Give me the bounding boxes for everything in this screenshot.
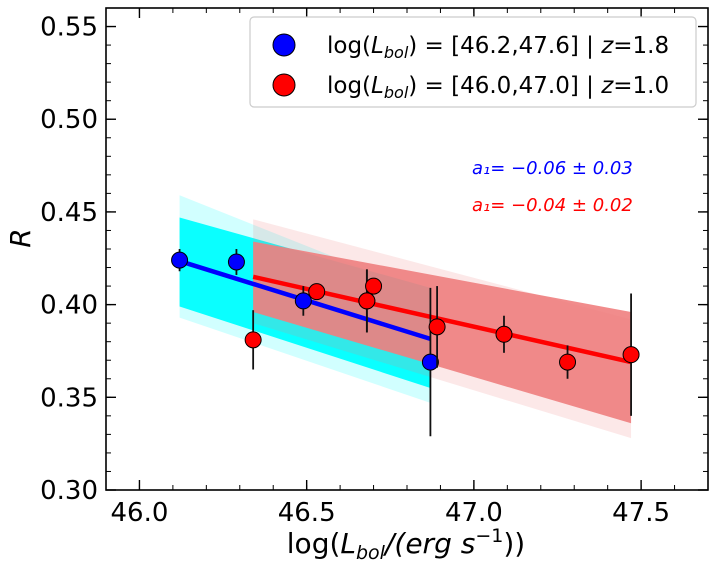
legend-blue-sub: bol [384, 43, 409, 62]
point-s1-p6 [559, 353, 577, 371]
x-axis-title-sub: bol [356, 542, 386, 564]
y-axis-title: R [4, 228, 37, 247]
legend-blue-post: ) = [46.2,47.6] | [408, 33, 601, 59]
legend-red-z: z [600, 73, 614, 99]
y-tick-label-2: 0.40 [40, 291, 98, 321]
point-s0-p0 [171, 251, 189, 269]
legend-box [249, 16, 697, 108]
y-tick-label-1: 0.35 [40, 383, 98, 413]
x-axis-title: log(Lbol/(erg s−1)) [287, 525, 525, 564]
x-axis-title-unit: /(erg s [382, 527, 475, 560]
legend-blue-zval: =1.8 [613, 33, 669, 59]
legend-marker-red [272, 73, 296, 97]
y-tick-label-5: 0.55 [40, 13, 98, 43]
legend-blue-pre: log( [327, 33, 371, 59]
legend: log(Lbol) = [46.2,47.6] | z=1.8 log(Lbol… [249, 16, 697, 108]
point-s0-p1 [227, 253, 245, 271]
legend-label-blue: log(Lbol) = [46.2,47.6] | z=1.8 [327, 33, 669, 62]
x-axis-title-exp: −1 [475, 525, 503, 547]
legend-blue-var: L [371, 33, 384, 59]
annotation-blue-slope: a₁= −0.06 ± 0.03 [472, 158, 633, 179]
data-points [171, 249, 640, 437]
point-s1-p3 [365, 277, 383, 295]
point-s1-p1 [308, 283, 326, 301]
x-axis-title-var: L [340, 527, 356, 560]
point-s1-p4 [428, 318, 446, 336]
x-tick-label-0: 46.0 [110, 498, 168, 528]
x-axis-title-close: )) [503, 527, 525, 560]
legend-label-red: log(Lbol) = [46.0,47.0] | z=1.0 [327, 73, 669, 102]
legend-red-var: L [371, 73, 384, 99]
x-tick-label-2: 47.0 [445, 498, 503, 528]
y-tick-label-0: 0.30 [40, 476, 98, 506]
point-s0-p2 [294, 292, 312, 310]
point-s1-p2 [358, 292, 376, 310]
annotation-red-slope: a₁= −0.04 ± 0.02 [472, 195, 633, 216]
y-tick-label-3: 0.45 [40, 198, 98, 228]
y-tick-label-4: 0.50 [40, 105, 98, 135]
tick-labels: 46.0 46.5 47.0 47.5 0.30 0.35 0.40 0.45 0.50 0.55 [40, 13, 670, 528]
point-s1-p0 [244, 331, 262, 349]
legend-red-zval: =1.0 [613, 73, 669, 99]
point-s1-p5 [495, 325, 513, 343]
point-s1-p7 [622, 346, 640, 364]
legend-red-sub: bol [384, 83, 409, 102]
legend-blue-z: z [600, 33, 614, 59]
legend-marker-blue [272, 33, 296, 57]
x-tick-label-3: 47.5 [612, 498, 670, 528]
x-tick-label-1: 46.5 [278, 498, 336, 528]
legend-red-pre: log( [327, 73, 371, 99]
point-s0-p4 [421, 353, 439, 371]
axis-ticks [105, 7, 709, 491]
legend-red-post: ) = [46.0,47.0] | [408, 73, 601, 99]
x-axis-title-prefix: log( [287, 527, 341, 560]
